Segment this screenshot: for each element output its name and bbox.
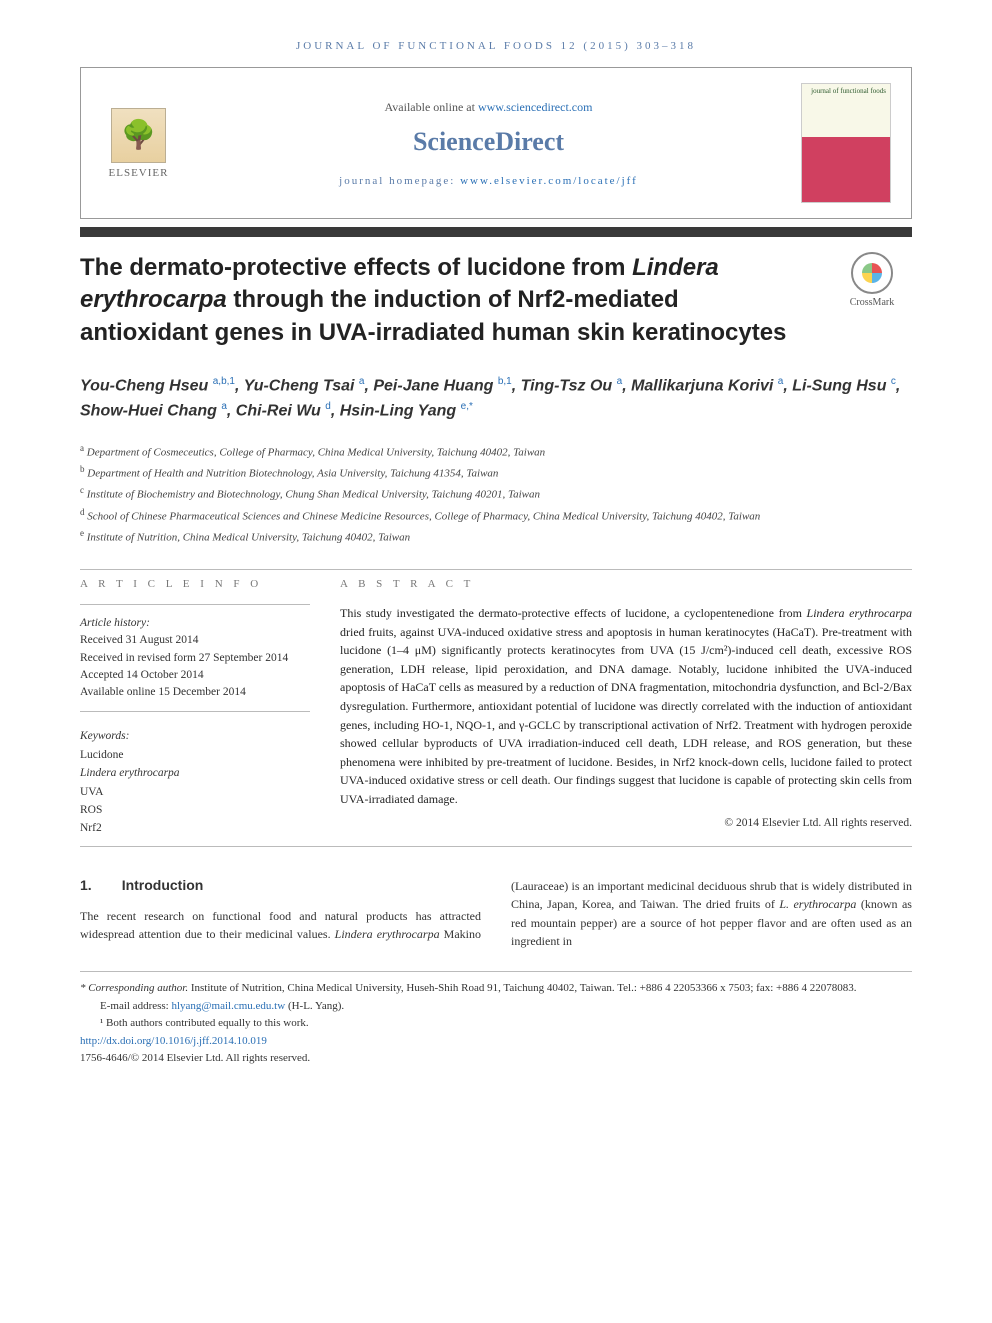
author-name: Yu-Cheng Tsai	[244, 378, 355, 395]
abstract-text: This study investigated the dermato-prot…	[340, 604, 912, 809]
masthead-box: 🌳 ELSEVIER Available online at www.scien…	[80, 67, 912, 219]
author-name: Ting-Tsz Ou	[521, 378, 613, 395]
history-line: Received 31 August 2014	[80, 632, 310, 649]
abstract-column: A B S T R A C T This study investigated …	[340, 578, 912, 838]
email-label: E-mail address:	[100, 1000, 171, 1012]
history-line: Accepted 14 October 2014	[80, 667, 310, 684]
keywords-label: Keywords:	[80, 727, 310, 745]
affiliation-line: c Institute of Biochemistry and Biotechn…	[80, 483, 912, 504]
elsevier-label: ELSEVIER	[101, 167, 176, 179]
author-name: You-Cheng Hseu	[80, 378, 208, 395]
article-info-heading: A R T I C L E I N F O	[80, 578, 310, 590]
history-line: Received in revised form 27 September 20…	[80, 650, 310, 667]
keyword-item: Lindera erythrocarpa	[80, 764, 310, 782]
author-affil-marker: a	[359, 376, 365, 387]
author-name: Li-Sung Hsu	[792, 378, 886, 395]
available-text: Available online at	[385, 100, 478, 114]
journal-cover-thumbnail: journal of functional foods	[801, 83, 891, 203]
email-note: E-mail address: hlyang@mail.cmu.edu.tw (…	[80, 998, 912, 1016]
author-affil-marker: a,b,1	[213, 376, 235, 387]
history-label: Article history:	[80, 615, 310, 632]
email-author: (H-L. Yang).	[285, 1000, 344, 1012]
author-list: You-Cheng Hseu a,b,1, Yu-Cheng Tsai a, P…	[80, 374, 912, 423]
author-name: Chi-Rei Wu	[236, 402, 321, 419]
journal-citation-header: JOURNAL OF FUNCTIONAL FOODS 12 (2015) 30…	[80, 40, 912, 52]
doi-link[interactable]: http://dx.doi.org/10.1016/j.jff.2014.10.…	[80, 1035, 267, 1047]
homepage-link[interactable]: www.elsevier.com/locate/jff	[460, 175, 638, 187]
author-affil-marker: b,1	[498, 376, 512, 387]
sciencedirect-brand: ScienceDirect	[176, 127, 801, 157]
history-line: Available online 15 December 2014	[80, 684, 310, 701]
footnotes: * Corresponding author. Institute of Nut…	[80, 971, 912, 1068]
crossmark-icon	[851, 252, 893, 294]
section-heading: 1. Introduction	[80, 877, 481, 893]
abstract-heading: A B S T R A C T	[340, 578, 912, 590]
crossmark-label: CrossMark	[832, 297, 912, 308]
equal-contribution-note: ¹ Both authors contributed equally to th…	[80, 1015, 912, 1033]
divider-bar	[80, 227, 912, 237]
author-name: Show-Huei Chang	[80, 402, 217, 419]
author-affil-marker: a	[778, 376, 784, 387]
keywords-box: Keywords: LucidoneLindera erythrocarpaUV…	[80, 727, 310, 837]
author-name: Hsin-Ling Yang	[340, 402, 456, 419]
author-name: Mallikarjuna Korivi	[631, 378, 773, 395]
keyword-item: UVA	[80, 783, 310, 801]
homepage-label: journal homepage:	[339, 175, 460, 187]
corresponding-label: * Corresponding author.	[80, 982, 188, 994]
author-affil-marker: c	[891, 376, 896, 387]
corresponding-author-note: * Corresponding author. Institute of Nut…	[80, 980, 912, 998]
divider	[80, 569, 912, 570]
email-link[interactable]: hlyang@mail.cmu.edu.tw	[171, 1000, 285, 1012]
abstract-copyright: © 2014 Elsevier Ltd. All rights reserved…	[340, 817, 912, 829]
affiliation-line: e Institute of Nutrition, China Medical …	[80, 526, 912, 547]
elsevier-logo: 🌳 ELSEVIER	[101, 108, 176, 179]
journal-homepage: journal homepage: www.elsevier.com/locat…	[176, 175, 801, 187]
available-online: Available online at www.sciencedirect.co…	[176, 100, 801, 115]
affiliation-line: d School of Chinese Pharmaceutical Scien…	[80, 505, 912, 526]
article-info-column: A R T I C L E I N F O Article history: R…	[80, 578, 310, 838]
article-title: The dermato-protective effects of lucido…	[80, 252, 832, 349]
author-affil-marker: d	[325, 401, 331, 412]
section-number: 1.	[80, 877, 92, 893]
author-affil-marker: a	[617, 376, 623, 387]
section-title: Introduction	[122, 877, 204, 893]
corresponding-text: Institute of Nutrition, China Medical Un…	[188, 982, 856, 994]
author-name: Pei-Jane Huang	[373, 378, 493, 395]
cover-title: journal of functional foods	[806, 88, 886, 96]
introduction-section: 1.Introduction The recent research on fu…	[80, 877, 912, 951]
affiliation-line: a Department of Cosmeceutics, College of…	[80, 441, 912, 462]
divider	[80, 846, 912, 847]
affiliation-line: b Department of Health and Nutrition Bio…	[80, 462, 912, 483]
author-affil-marker: a	[221, 401, 227, 412]
author-affil-marker: e,*	[461, 401, 473, 412]
article-history: Article history: Received 31 August 2014…	[80, 604, 310, 712]
elsevier-tree-icon: 🌳	[111, 108, 166, 163]
sciencedirect-link[interactable]: www.sciencedirect.com	[478, 100, 593, 114]
affiliation-list: a Department of Cosmeceutics, College of…	[80, 441, 912, 547]
crossmark-widget[interactable]: CrossMark	[832, 252, 912, 308]
keyword-item: Lucidone	[80, 746, 310, 764]
keyword-item: Nrf2	[80, 819, 310, 837]
issn-copyright: 1756-4646/© 2014 Elsevier Ltd. All right…	[80, 1050, 912, 1068]
title-pre: The dermato-protective effects of lucido…	[80, 254, 632, 281]
keyword-item: ROS	[80, 801, 310, 819]
